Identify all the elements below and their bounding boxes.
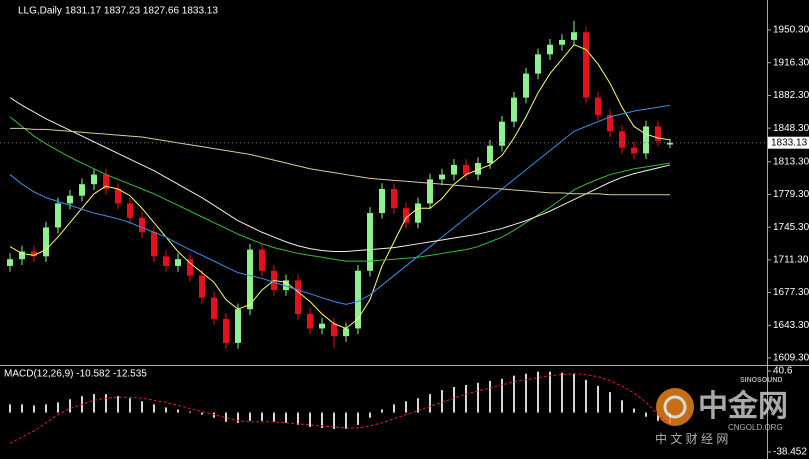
y-tick-label: 1882.30 [773,90,809,101]
candle-body [475,163,481,175]
y-tick-label: 1848.30 [773,123,809,134]
candle-body [547,44,553,55]
candle-body [235,309,241,343]
y-tick-label: 1779.30 [773,189,809,200]
candle-body [595,97,601,115]
chart-title: LLG,Daily [18,6,62,17]
candle-body [559,39,565,45]
candle-body [19,251,25,260]
candle-body [79,184,85,196]
partner: SINOSOUND [740,377,782,384]
candle-body [451,164,457,175]
last-price-box [768,136,809,149]
candle-body [631,147,637,154]
candle-body [247,249,253,310]
candle-body [511,97,517,122]
candle-body [523,73,529,98]
candle-body [259,249,265,271]
candle-body [31,251,37,257]
brand: 中金网 [698,389,788,423]
candle-body [331,323,337,337]
candle-body [211,297,217,319]
candle-body [439,174,445,180]
candle-body [367,213,373,271]
candle-body [55,203,61,228]
candle-body [175,259,181,266]
y-tick-label: 1916.30 [773,57,809,68]
candle-body [667,142,673,145]
y-tick-label: 1813.30 [773,156,809,167]
watermark: 中金网 SINOSOUND CNGOLD.ORG 中 文 财 经 网 [655,377,788,446]
line-series [9,97,671,253]
candle-body [535,54,541,74]
macd-title: MACD(12,26,9) -10.582 -12.535 [4,369,147,380]
candle-body [355,270,361,329]
candle-body [379,188,385,214]
logo [656,388,694,426]
candle-body [223,318,229,343]
line-series [9,44,671,330]
candle-body [127,203,133,218]
last-price-label: 1833.13 [771,137,808,148]
candle-body [43,227,49,257]
candle-body [283,280,289,290]
candle-body [391,188,397,209]
candle-body [319,323,325,329]
candle-body [607,114,613,132]
candle-body [103,174,109,189]
line-series [9,116,671,262]
candle-body [295,280,301,315]
candle-body [403,208,409,223]
candle-body [571,32,577,40]
candle-body [415,203,421,223]
candle-body [643,126,649,154]
candle-body [67,195,73,204]
candle-body [115,188,121,204]
candle-body [151,232,157,257]
y-tick-label: 1677.30 [773,287,809,298]
logo-mark [663,395,687,419]
candle-body [655,126,661,141]
candle-body [343,328,349,337]
y-tick-label: -38.452 [773,447,807,458]
y-tick-label: 1711.30 [773,255,809,266]
ohlc-label: 1831.17 1837.23 1827.66 1833.13 [65,6,218,17]
y-tick-label: 1745.30 [773,222,809,233]
candle-body [499,121,505,146]
candle-body [619,131,625,148]
candle-body [463,164,469,175]
y-tick-label: 1643.30 [773,320,809,331]
site: CNGOLD.ORG [728,423,783,432]
y-tick-label: 1950.30 [773,25,809,36]
candle-body [307,314,313,329]
candle-body [163,256,169,266]
candle-body [427,179,433,204]
y-tick-label: 1609.30 [773,353,809,364]
candle-body [199,275,205,298]
candle-body [583,32,589,98]
candle-body [91,174,97,185]
candle-body [139,217,145,233]
candle-body [487,145,493,164]
line-series [10,127,670,196]
candle-body [7,259,13,266]
y-tick-label: 40.6 [773,366,793,377]
tagline: 中 文 财 经 网 [655,431,728,446]
candle-body [187,259,193,276]
line-series [9,373,671,444]
